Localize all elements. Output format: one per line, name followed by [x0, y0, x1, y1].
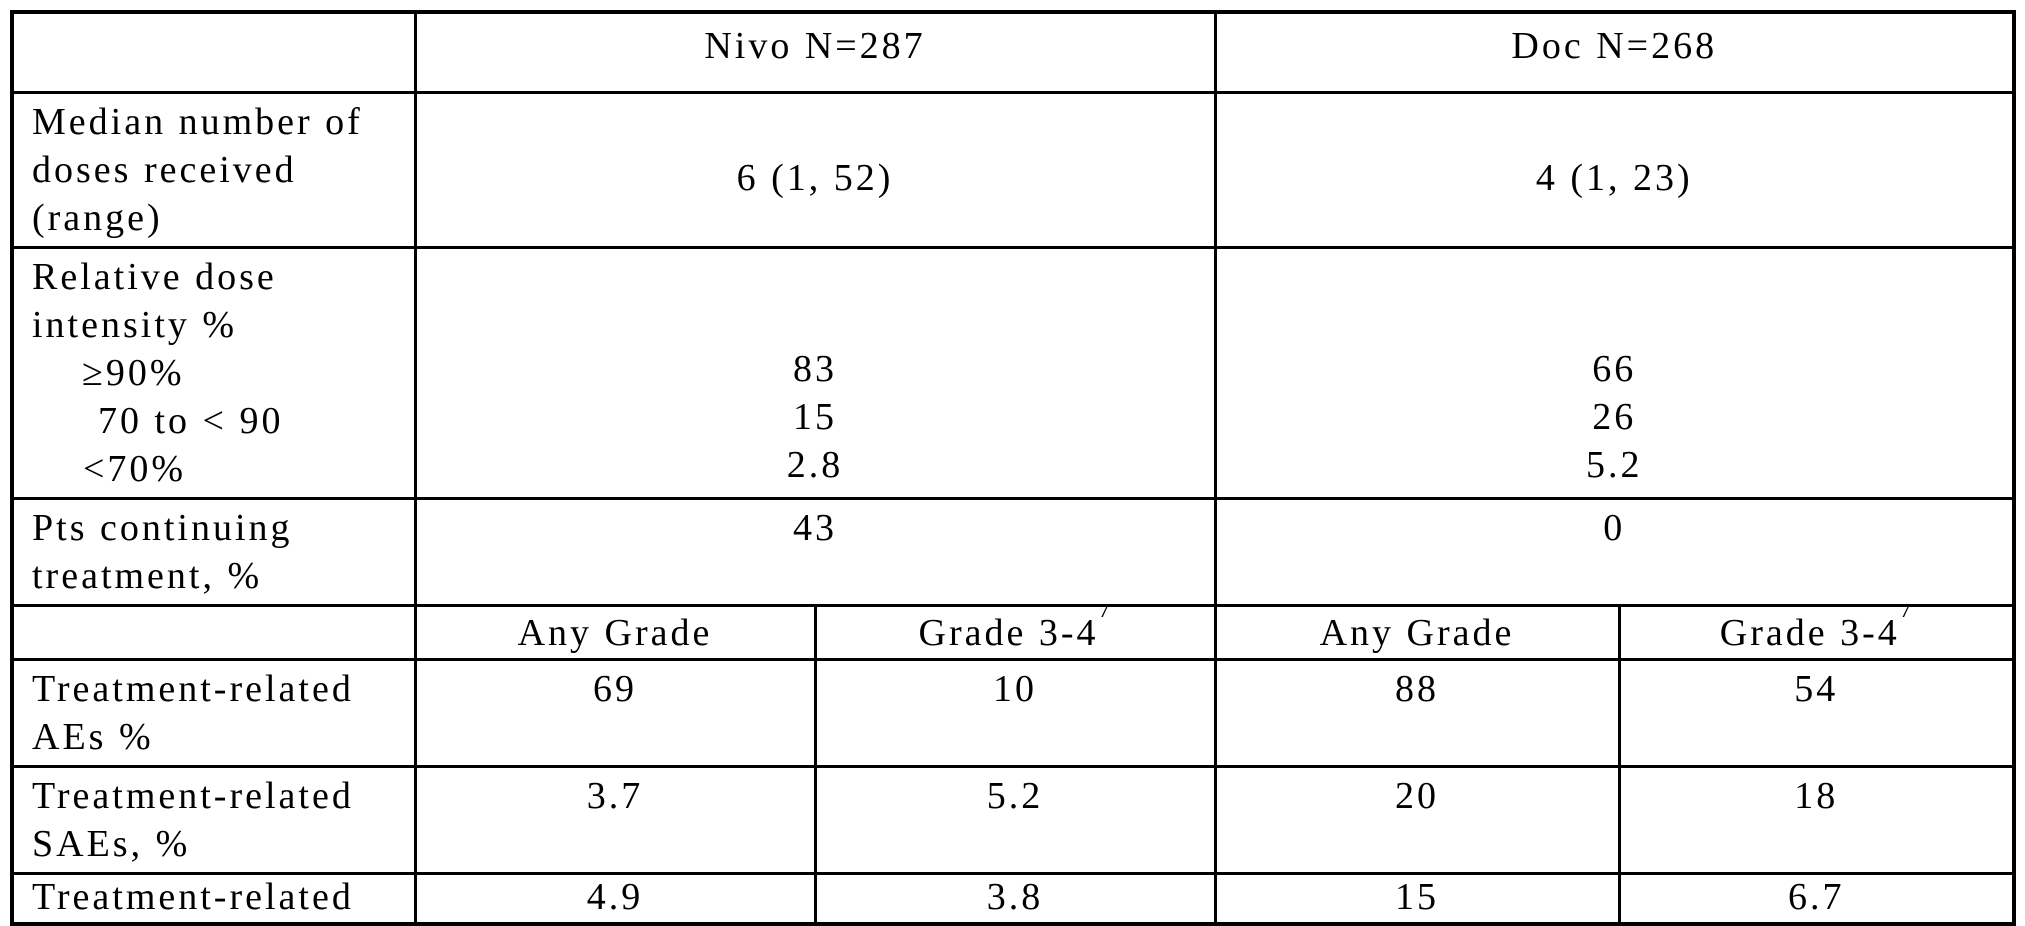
cell-aes-doc-any: 88 [1213, 657, 1621, 768]
cell-trunc-nivo-g34: 3.8 [813, 871, 1217, 925]
table-row: Treatment-related SAEs, % 3.7 5.2 20 18 [10, 764, 2016, 875]
table-row: Relative dose intensity % ≥90% 70 to < 9… [10, 245, 2016, 500]
row-sublabel-ge90: ≥90% [82, 351, 185, 394]
cell-value: 0 [1603, 506, 1626, 549]
table-row: Nivo N=287 Doc N=268 [10, 10, 2016, 94]
cell-aes-doc-g34: 54 [1617, 657, 2016, 768]
row-label-line: Treatment-related [32, 875, 354, 918]
subheader-label: Any Grade [1319, 611, 1515, 654]
cell-value: 20 [1395, 774, 1439, 817]
row-label-treatment-related-aes: Treatment-related AEs % [10, 657, 417, 768]
cell-value: 6 (1, 52) [736, 156, 894, 199]
cell-saes-nivo-g34: 5.2 [813, 764, 1217, 875]
table-row: Median number of doses received (range) … [10, 90, 2016, 249]
cell-value: 88 [1395, 667, 1439, 710]
table-row: Treatment-related AEs % 69 10 88 54 [10, 657, 2016, 768]
cell-value: 15 [793, 395, 837, 438]
table-row: Treatment-related 4.9 3.8 15 6.7 [10, 871, 2016, 925]
cell-value: 18 [1794, 774, 1839, 817]
subheader-grade34-nivo: Grade 3-47 [813, 603, 1217, 661]
cell-median-doc: 4 (1, 23) [1213, 90, 2016, 249]
cell-aes-nivo-g34: 10 [813, 657, 1217, 768]
footnote-marker: 7 [1098, 605, 1112, 623]
cell-value: 15 [1395, 875, 1439, 918]
row-label-treatment-related-truncated: Treatment-related [10, 871, 417, 925]
row-label-line: Median number of [32, 100, 363, 143]
row-sublabel-lt70: <70% [83, 447, 187, 490]
cell-trunc-doc-any: 15 [1213, 871, 1621, 925]
cell-value: 83 [793, 347, 837, 390]
row-label-line: Relative dose [32, 255, 277, 298]
row-label-median-doses: Median number of doses received (range) [10, 90, 417, 249]
row-label-pts-continuing: Pts continuing treatment, % [10, 496, 417, 607]
header-cell-nivo: Nivo N=287 [413, 10, 1217, 94]
subheader-cell-empty [10, 603, 417, 661]
row-sublabel-70to90: 70 to < 90 [98, 399, 284, 442]
subheader-any-grade-doc: Any Grade [1213, 603, 1621, 661]
cell-value: 2.8 [786, 443, 844, 486]
clinical-results-table: Nivo N=287 Doc N=268 Median number of do… [10, 10, 2016, 926]
cell-value: 26 [1592, 395, 1637, 438]
cell-value: 43 [793, 506, 837, 549]
cell-value: 3.7 [586, 774, 644, 817]
nivo-column-title: Nivo N=287 [704, 25, 926, 67]
cell-trunc-doc-g34: 6.7 [1617, 871, 2016, 925]
cell-value: 4.9 [586, 875, 644, 918]
row-label-relative-dose-intensity: Relative dose intensity % ≥90% 70 to < 9… [10, 245, 417, 500]
row-label-line: Pts continuing [32, 506, 293, 549]
cell-value: 10 [993, 667, 1037, 710]
cell-value: 69 [593, 667, 637, 710]
row-label-line: Treatment-related [32, 774, 354, 817]
cell-saes-doc-g34: 18 [1617, 764, 2016, 875]
scanned-document-page: Nivo N=287 Doc N=268 Median number of do… [10, 10, 2016, 926]
header-cell-doc: Doc N=268 [1213, 10, 2016, 94]
row-label-line: Treatment-related [32, 667, 354, 710]
cell-saes-nivo-any: 3.7 [413, 764, 817, 875]
cell-value: 3.8 [986, 875, 1044, 918]
cell-pts-doc: 0 [1213, 496, 2016, 607]
cell-pts-nivo: 43 [413, 496, 1217, 607]
table-row: Any Grade Grade 3-47 Any Grade Grade 3-4… [10, 603, 2016, 661]
cell-value: 54 [1794, 667, 1839, 710]
footnote-marker: 7 [1899, 605, 1913, 623]
header-cell-empty [10, 10, 417, 94]
subheader-label: Grade 3-4 [918, 611, 1099, 654]
cell-median-nivo: 6 (1, 52) [413, 90, 1217, 249]
row-label-line: doses received [32, 148, 297, 191]
row-label-line: intensity % [32, 303, 238, 346]
cell-value: 4 (1, 23) [1535, 156, 1693, 199]
row-label-line: SAEs, % [32, 822, 191, 865]
cell-value: 5.2 [986, 774, 1044, 817]
cell-relative-nivo: 83 15 2.8 [413, 245, 1217, 500]
row-label-treatment-related-saes: Treatment-related SAEs, % [10, 764, 417, 875]
cell-relative-doc: 66 26 5.2 [1213, 245, 2016, 500]
row-label-line: treatment, % [32, 554, 263, 597]
cell-value: 5.2 [1586, 443, 1643, 486]
cell-value: 6.7 [1788, 875, 1845, 918]
cell-saes-doc-any: 20 [1213, 764, 1621, 875]
doc-column-title: Doc N=268 [1511, 25, 1718, 67]
cell-trunc-nivo-any: 4.9 [413, 871, 817, 925]
subheader-label: Any Grade [517, 611, 713, 654]
subheader-any-grade-nivo: Any Grade [413, 603, 817, 661]
cell-aes-nivo-any: 69 [413, 657, 817, 768]
row-label-line: (range) [32, 196, 163, 239]
table-row: Pts continuing treatment, % 43 0 [10, 496, 2016, 607]
row-label-line: AEs % [32, 715, 154, 758]
subheader-label: Grade 3-4 [1719, 611, 1900, 654]
subheader-grade34-doc: Grade 3-47 [1617, 603, 2016, 661]
cell-value: 66 [1592, 347, 1637, 390]
